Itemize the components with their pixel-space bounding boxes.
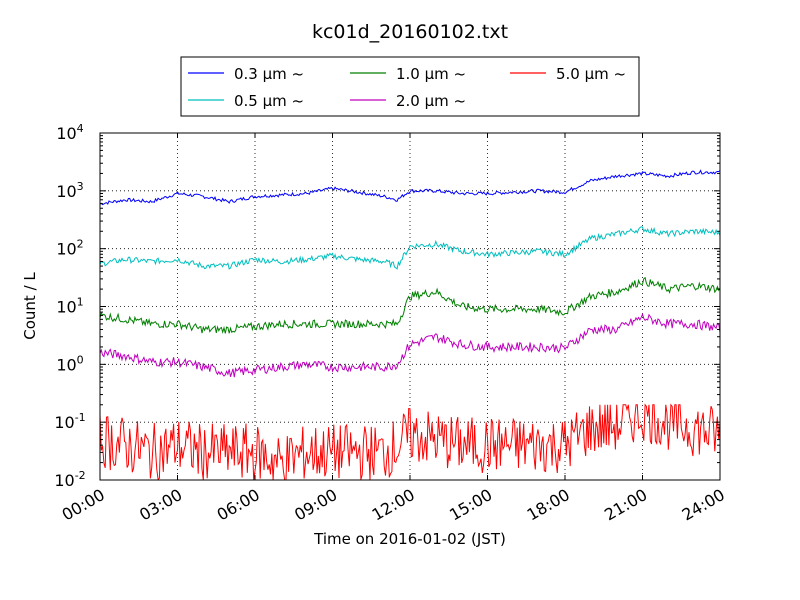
x-tick-label: 03:00 xyxy=(136,485,185,525)
x-tick-label: 09:00 xyxy=(291,485,340,525)
series-line-0 xyxy=(100,169,720,206)
y-tick-label: 103 xyxy=(56,180,83,201)
y-tick-label: 10-2 xyxy=(54,469,85,490)
legend-label: 0.3 μm ~ xyxy=(234,65,304,83)
legend-label: 5.0 μm ~ xyxy=(556,65,626,83)
y-tick-label: 101 xyxy=(56,296,83,317)
x-tick-label: 18:00 xyxy=(524,485,573,525)
grid xyxy=(100,133,720,480)
series-lines xyxy=(100,169,720,480)
y-tick-label: 100 xyxy=(56,353,83,374)
series-line-2 xyxy=(100,276,720,335)
chart-title: kc01d_20160102.txt xyxy=(312,21,508,43)
x-tick-label: 21:00 xyxy=(601,485,650,525)
legend-label: 0.5 μm ~ xyxy=(234,92,304,110)
x-tick-label: 06:00 xyxy=(214,485,263,525)
y-tick-label: 102 xyxy=(56,238,83,259)
x-tick-label: 12:00 xyxy=(369,485,418,525)
series-line-4 xyxy=(100,403,720,480)
legend: 0.3 μm ~ 1.0 μm ~ 5.0 μm ~ 0.5 μm ~ 2.0 μm ~ xyxy=(180,56,640,117)
legend-label: 2.0 μm ~ xyxy=(396,92,466,110)
legend-label: 1.0 μm ~ xyxy=(396,65,466,83)
y-axis-title: Count / L xyxy=(21,272,39,340)
x-tick-label: 15:00 xyxy=(446,485,495,525)
x-axis-title: Time on 2016-01-02 (JST) xyxy=(313,530,506,548)
x-tick-label: 24:00 xyxy=(679,485,728,525)
x-tick-label: 00:00 xyxy=(59,485,108,525)
y-tick-label: 10-1 xyxy=(54,411,85,432)
series-line-1 xyxy=(100,226,720,270)
series-line-3 xyxy=(100,312,720,378)
legend-box xyxy=(180,56,640,117)
y-tick-label: 104 xyxy=(56,122,83,143)
